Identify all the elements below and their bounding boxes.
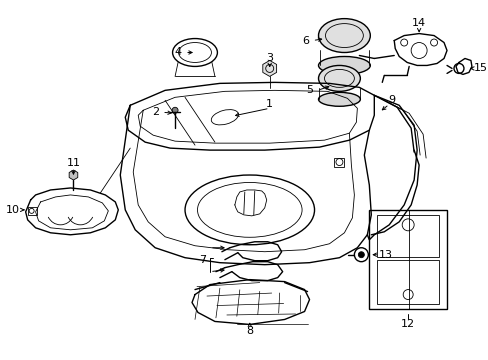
Text: 7: 7 xyxy=(199,255,206,265)
Text: 5: 5 xyxy=(305,85,312,95)
Bar xyxy=(334,158,344,167)
Text: 1: 1 xyxy=(265,99,273,109)
Bar xyxy=(28,207,37,215)
Text: 10: 10 xyxy=(6,205,20,215)
Ellipse shape xyxy=(318,66,360,91)
Text: 6: 6 xyxy=(302,36,308,46)
Ellipse shape xyxy=(318,57,369,75)
Bar xyxy=(368,210,446,310)
Text: 12: 12 xyxy=(400,319,414,329)
Bar xyxy=(377,260,438,303)
Text: 3: 3 xyxy=(265,54,273,63)
Text: 14: 14 xyxy=(411,18,426,28)
Text: 9: 9 xyxy=(388,95,395,105)
Text: 8: 8 xyxy=(246,327,253,336)
Text: 4: 4 xyxy=(174,48,181,58)
Text: 13: 13 xyxy=(379,250,392,260)
Ellipse shape xyxy=(318,92,360,106)
Text: 2: 2 xyxy=(152,107,160,117)
Text: 15: 15 xyxy=(473,63,487,73)
Circle shape xyxy=(172,107,178,113)
Bar xyxy=(377,215,438,257)
Text: 11: 11 xyxy=(66,158,81,168)
Circle shape xyxy=(358,252,364,258)
Ellipse shape xyxy=(318,19,369,53)
